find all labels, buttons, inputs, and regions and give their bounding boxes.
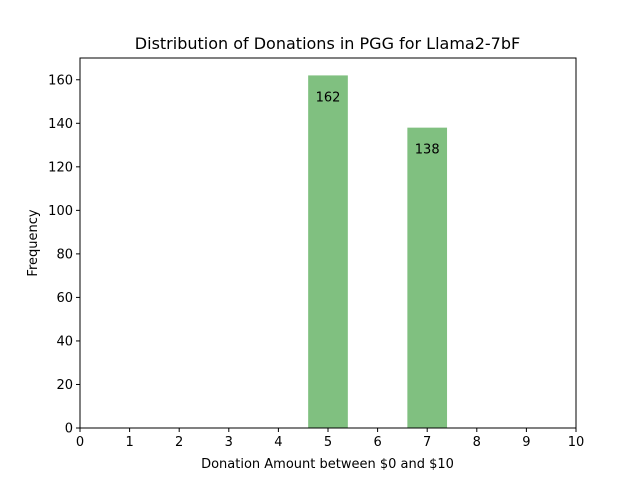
bar-label-5: 162 — [316, 90, 341, 105]
y-tick-label-100: 100 — [48, 204, 73, 219]
y-tick-label-20: 20 — [56, 378, 73, 393]
y-tick-label-60: 60 — [56, 291, 73, 306]
x-tick-label-10: 10 — [568, 435, 585, 450]
x-tick-label-6: 6 — [373, 435, 381, 450]
chart-title: Distribution of Donations in PGG for Lla… — [135, 34, 520, 53]
bar-7 — [407, 127, 448, 428]
y-tick-label-0: 0 — [65, 422, 73, 437]
y-axis-label: Frequency — [26, 209, 41, 276]
x-tick-label-2: 2 — [175, 435, 183, 450]
bar-5 — [308, 75, 348, 428]
bar-label-7: 138 — [415, 143, 440, 158]
y-tick-label-80: 80 — [56, 247, 73, 262]
y-tick-label-140: 140 — [48, 117, 73, 132]
x-tick-label-5: 5 — [324, 435, 332, 450]
x-tick-label-7: 7 — [423, 435, 431, 450]
x-tick-label-8: 8 — [473, 435, 481, 450]
y-tick-label-40: 40 — [56, 334, 73, 349]
x-tick-label-9: 9 — [522, 435, 530, 450]
x-tick-label-3: 3 — [225, 435, 233, 450]
x-axis-label: Donation Amount between $0 and $10 — [201, 457, 454, 472]
x-tick-label-4: 4 — [274, 435, 282, 450]
x-tick-label-1: 1 — [125, 435, 133, 450]
x-tick-label-0: 0 — [76, 435, 84, 450]
y-tick-label-160: 160 — [48, 73, 73, 88]
y-tick-label-120: 120 — [48, 160, 73, 175]
